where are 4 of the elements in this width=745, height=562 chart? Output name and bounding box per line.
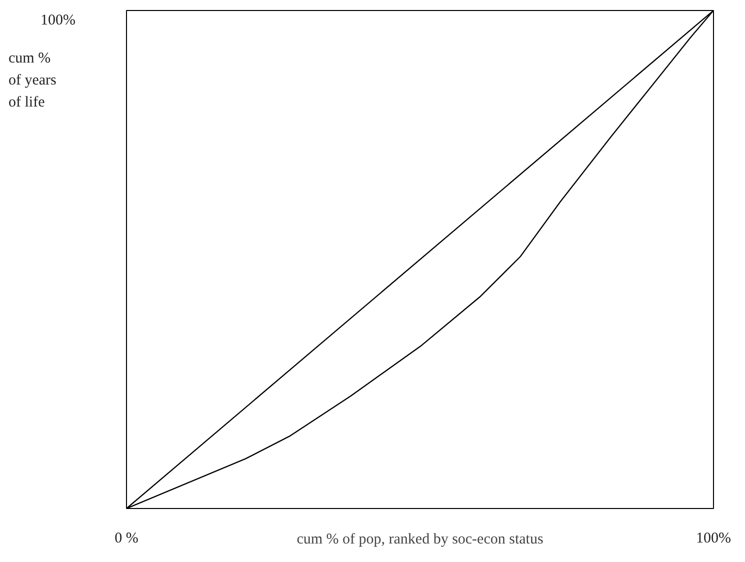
x-tick-label: 0 %	[114, 530, 138, 546]
y-axis-title: cum % of years of life	[8, 50, 57, 110]
x-axis-title: cum % of pop, ranked by soc-econ status	[296, 532, 544, 548]
text: 100%	[40, 12, 76, 28]
